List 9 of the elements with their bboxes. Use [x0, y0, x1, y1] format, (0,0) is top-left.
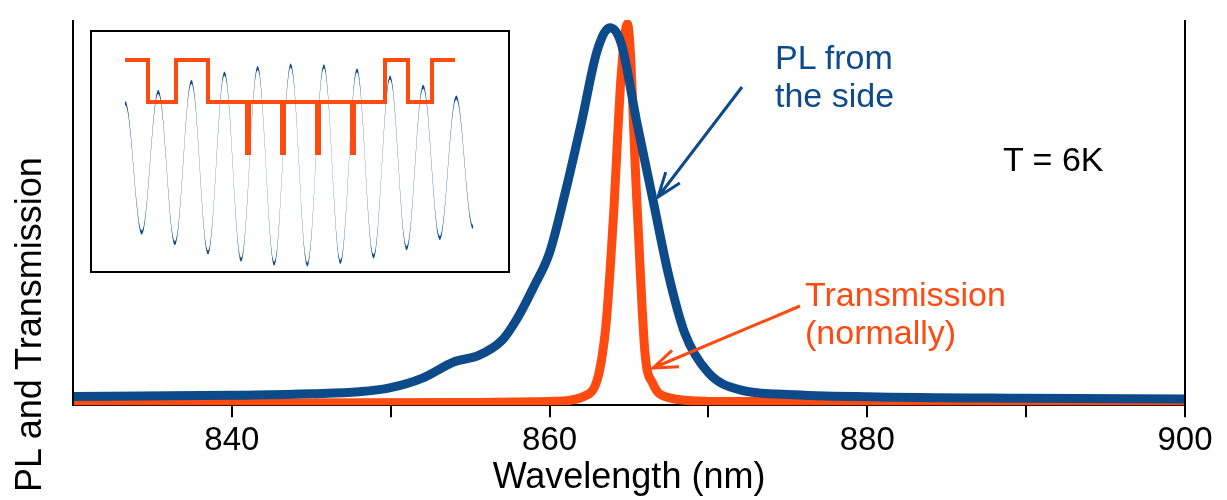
x-tick-label: 880	[839, 420, 895, 458]
x-tick-label: 860	[522, 420, 578, 458]
series-label: Transmission (normally)	[805, 275, 1007, 351]
annotation: T = 6K	[1003, 140, 1104, 178]
x-axis-title: Wavelength (nm)	[492, 455, 766, 497]
text: PL from the side	[775, 38, 896, 114]
y-axis-title: PL and Transmission	[8, 157, 49, 492]
x-tick-label: 840	[204, 420, 260, 458]
x-tick-label: 900	[1157, 420, 1213, 458]
